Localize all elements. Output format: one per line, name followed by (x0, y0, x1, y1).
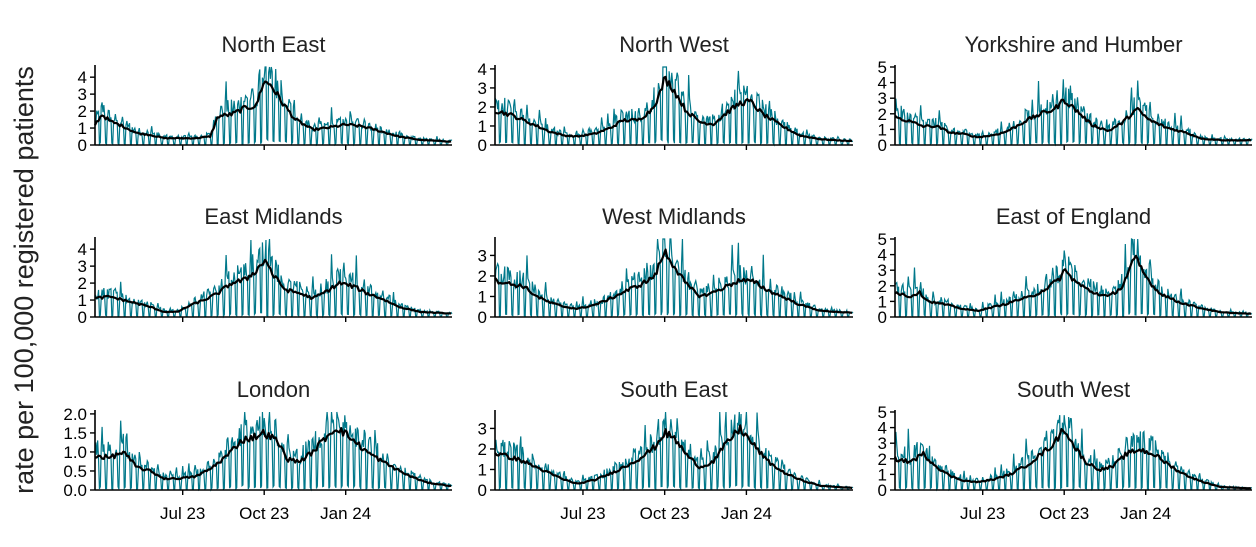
y-tick-label: 2 (78, 274, 87, 293)
panel-title: London (237, 377, 310, 402)
y-tick-label: 3 (478, 419, 487, 438)
panel-south-east: South East 0 12 3 Jul 23 Oct 23 Jan 24 (478, 377, 854, 523)
panel-london: London 0.00.51.01.52.0 Jul 23 Oct 23 Jan 24 (63, 377, 453, 523)
panel-title: East of England (996, 204, 1151, 229)
smoothed-series-line (894, 254, 1252, 315)
x-tick-label: Jul 23 (160, 504, 205, 523)
y-tick-label: 2 (878, 105, 887, 124)
smoothed-series-line (894, 98, 1252, 142)
y-tick-label: 0 (478, 136, 487, 155)
daily-series-line (94, 411, 453, 492)
daily-series-line (894, 238, 1253, 319)
y-tick-label: 1 (878, 120, 887, 139)
smoothed-series-line (494, 248, 853, 314)
x-tick-label: Oct 23 (640, 504, 690, 523)
panel-title: North East (222, 32, 326, 57)
smoothed-series-line (94, 258, 452, 315)
y-tick-label: 0 (878, 136, 887, 155)
y-tick-label: 3 (478, 246, 487, 265)
smoothed-series-line (893, 427, 1252, 490)
y-tick-label: 2.0 (63, 405, 87, 424)
y-tick-label: 4 (878, 74, 887, 93)
daily-series-line (494, 238, 854, 319)
y-tick-label: 3 (78, 85, 87, 104)
panel-title: South West (1017, 377, 1130, 402)
y-tick-label: 1 (478, 287, 487, 306)
y-tick-label: 4 (78, 240, 87, 259)
smoothed-series-line (94, 80, 452, 143)
y-tick-label: 0 (878, 308, 887, 327)
y-tick-label: 1 (78, 119, 87, 138)
smoothed-series-line (494, 75, 853, 143)
panel-title: East Midlands (204, 204, 342, 229)
y-tick-label: 4 (78, 68, 87, 87)
y-tick-label: 1 (478, 460, 487, 479)
y-tick-label: 3 (78, 257, 87, 276)
y-tick-label: 3 (878, 261, 887, 280)
daily-series-line (94, 66, 453, 147)
y-tick-label: 3 (878, 89, 887, 108)
y-tick-label: 3 (478, 79, 487, 98)
x-tick-label: Jan 24 (320, 504, 371, 523)
y-tick-label: 1 (878, 465, 887, 484)
y-tick-label: 2 (878, 450, 887, 469)
smoothed-series-line (94, 427, 452, 488)
daily-series-line (494, 66, 854, 147)
x-tick-label: Jan 24 (721, 504, 772, 523)
daily-series-line (894, 79, 1253, 147)
smoothed-series-line (494, 424, 853, 490)
y-tick-label: 0 (878, 481, 887, 500)
y-tick-label: 1.5 (63, 424, 87, 443)
y-tick-label: 4 (878, 246, 887, 265)
panel-west-midlands: West Midlands 0 12 3 (478, 204, 854, 327)
panel-title: Yorkshire and Humber (964, 32, 1182, 57)
x-tick-label: Jul 23 (560, 504, 605, 523)
y-tick-label: 0.5 (63, 462, 87, 481)
daily-series-line (894, 415, 1253, 492)
panel-title: North West (619, 32, 729, 57)
y-tick-label: 1.0 (63, 443, 87, 462)
y-tick-label: 0.0 (63, 481, 87, 500)
y-tick-label: 1 (78, 291, 87, 310)
x-tick-label: Jul 23 (960, 504, 1005, 523)
y-tick-label: 2 (478, 440, 487, 459)
y-tick-label: 1 (878, 292, 887, 311)
y-tick-label: 5 (878, 58, 887, 77)
x-tick-label: Oct 23 (1039, 504, 1089, 523)
y-tick-label: 0 (78, 308, 87, 327)
y-tick-label: 4 (878, 419, 887, 438)
y-tick-label: 0 (478, 308, 487, 327)
y-tick-label: 1 (478, 117, 487, 136)
y-tick-label: 0 (78, 136, 87, 155)
x-tick-label: Jan 24 (1120, 504, 1171, 523)
y-tick-label: 4 (478, 60, 487, 79)
y-tick-label: 2 (478, 98, 487, 117)
y-tick-label: 5 (878, 403, 887, 422)
y-tick-label: 2 (78, 102, 87, 121)
y-axis-label: rate per 100,000 registered patients (9, 66, 39, 494)
panel-title: South East (620, 377, 728, 402)
x-tick-label: Oct 23 (239, 504, 289, 523)
y-tick-label: 0 (478, 481, 487, 500)
panel-title: West Midlands (602, 204, 746, 229)
y-tick-label: 2 (478, 267, 487, 286)
y-tick-label: 2 (878, 277, 887, 296)
y-tick-label: 3 (878, 434, 887, 453)
y-tick-label: 5 (878, 230, 887, 249)
